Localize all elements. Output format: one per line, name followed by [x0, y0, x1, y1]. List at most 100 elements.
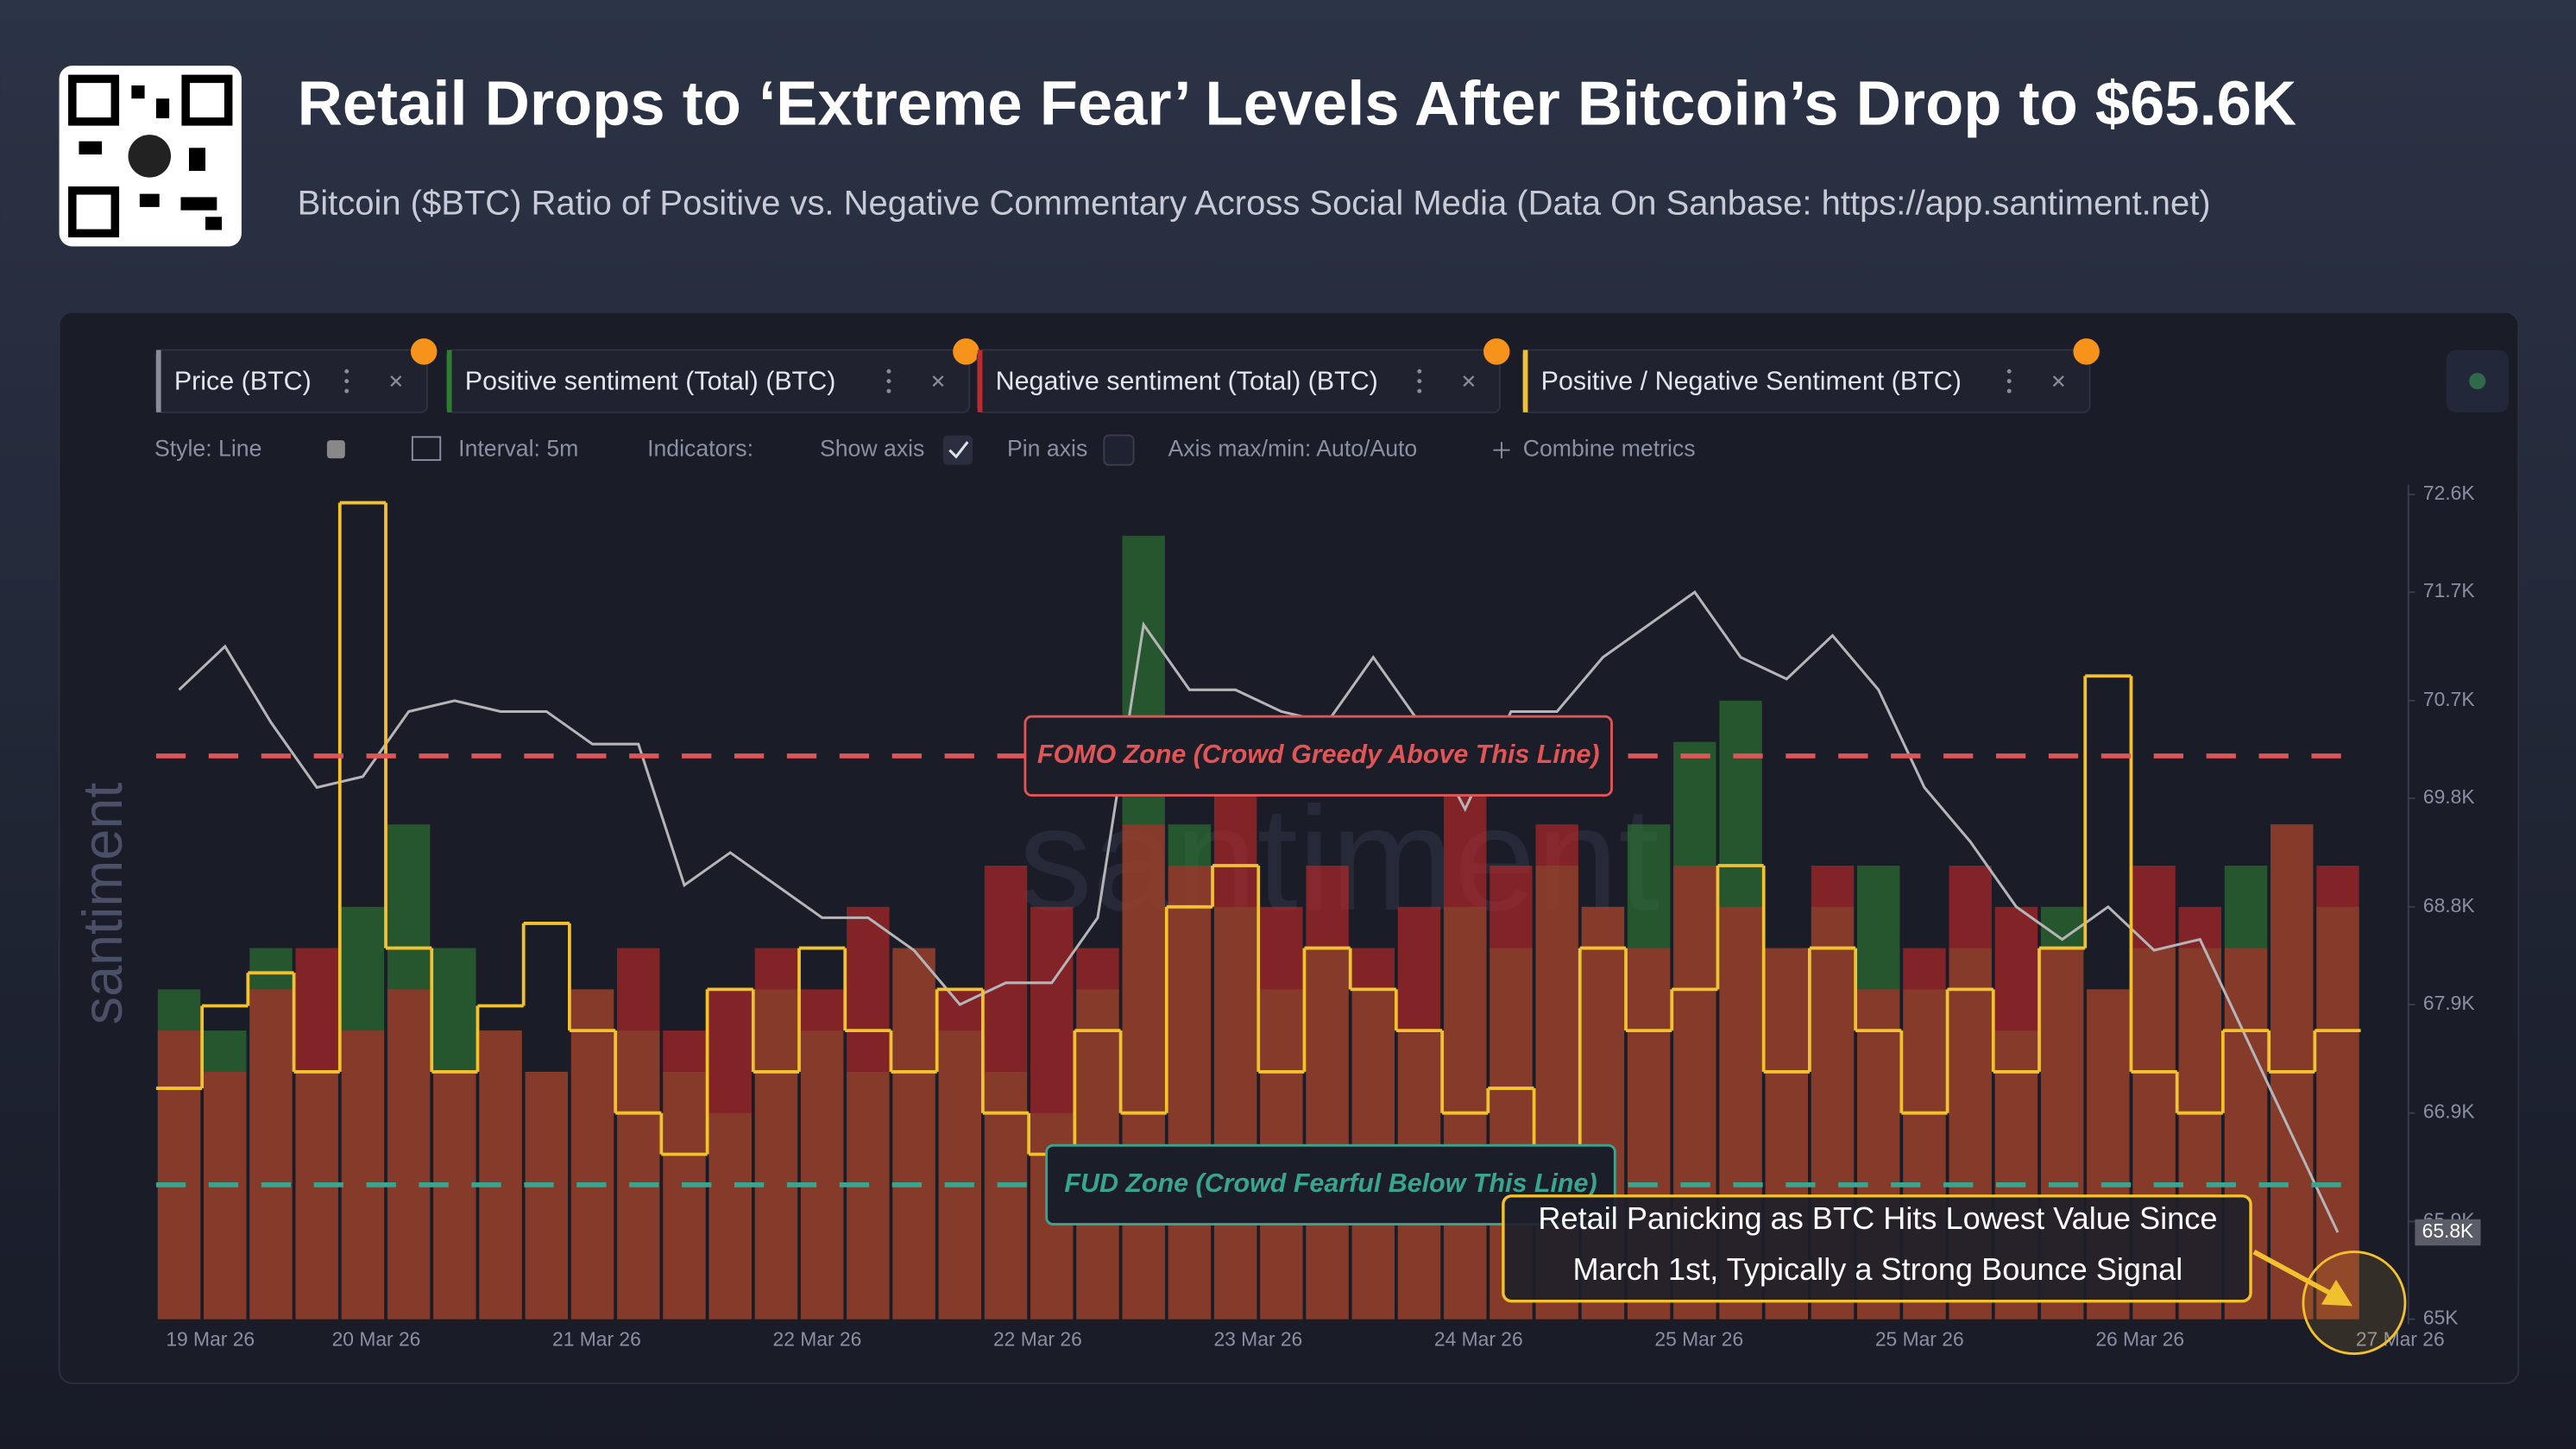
- tab-menu-dot: [2006, 388, 2012, 394]
- tab-label: Negative sentiment (Total) (BTC): [996, 367, 1378, 396]
- qr-dot: [131, 85, 145, 99]
- tab-close[interactable]: [2052, 375, 2064, 387]
- toolbar-item[interactable]: Show axis: [820, 436, 924, 462]
- zone-label: FUD Zone (Crowd Fearful Below This Line): [1064, 1169, 1597, 1198]
- qr-dot: [188, 148, 206, 171]
- current-price-box: [2415, 1219, 2481, 1246]
- qr-logo: [128, 135, 172, 178]
- tab-menu-dot: [1417, 369, 1422, 374]
- x-tick-label: 25 Mar 26: [1654, 1327, 1743, 1350]
- qr-code: [59, 66, 242, 247]
- x-tick-label: 22 Mar 26: [773, 1327, 862, 1350]
- x-tick-label: 21 Mar 26: [552, 1327, 641, 1350]
- tab-accent: [1522, 350, 1528, 413]
- sentiment-bar: [1260, 906, 1303, 1320]
- sentiment-bar: [1351, 948, 1395, 1320]
- toolbar-item[interactable]: Pin axis: [1007, 436, 1087, 462]
- tab-label: Positive sentiment (Total) (BTC): [465, 367, 836, 396]
- tab-close[interactable]: [390, 375, 402, 387]
- x-tick-label: 27 Mar 26: [2356, 1327, 2445, 1350]
- sentiment-bar: [709, 989, 752, 1320]
- sentiment-bar: [341, 1030, 385, 1320]
- sentiment-bar: [1076, 948, 1119, 1320]
- tab-menu-dot: [2006, 369, 2012, 374]
- qr-dot: [79, 141, 103, 154]
- toolbar-item[interactable]: Style: Line: [154, 436, 261, 462]
- x-tick-label: 26 Mar 26: [2095, 1327, 2184, 1350]
- tab-label: Positive / Negative Sentiment (BTC): [1541, 367, 1962, 396]
- toolbar-item[interactable]: Interval: 5m: [458, 436, 578, 462]
- tab-menu-dot: [2006, 379, 2012, 384]
- sentiment-bar: [570, 989, 614, 1320]
- x-tick-label: 22 Mar 26: [993, 1327, 1082, 1350]
- sentiment-bar: [892, 948, 935, 1320]
- sentiment-bar: [847, 906, 890, 1320]
- coin-badge: [410, 338, 438, 365]
- tab-menu-dot: [344, 379, 350, 384]
- toolbar-item[interactable]: Indicators:: [647, 436, 753, 462]
- tab-close[interactable]: [932, 375, 944, 387]
- toolbar-item[interactable]: Axis max/min: Auto/Auto: [1168, 436, 1418, 462]
- color-swatch[interactable]: [326, 440, 345, 459]
- plot: 72.6K71.7K70.7K69.8K68.8K67.9K66.9K65.9K…: [155, 482, 2481, 1356]
- y-tick-label: 67.9K: [2423, 992, 2475, 1014]
- sentiment-bar: [984, 866, 1028, 1320]
- sentiment-bar: [800, 989, 844, 1320]
- qr-dot: [205, 217, 223, 230]
- title: Retail Drops to ‘Extreme Fear’ Levels Af…: [298, 70, 2297, 139]
- zone-label: FOMO Zone (Crowd Greedy Above This Line): [1037, 740, 1600, 769]
- tab-menu-dot: [344, 388, 350, 394]
- tab-label: Price (BTC): [174, 367, 312, 396]
- plus-icon: [1493, 442, 1510, 459]
- sentiment-bar: [433, 1071, 476, 1320]
- callout-arrow: [2252, 1250, 2334, 1297]
- tab-menu-dot: [1417, 388, 1422, 394]
- tab-accent: [446, 350, 452, 413]
- sentiment-bar: [1030, 906, 1074, 1320]
- coin-badge: [953, 338, 979, 365]
- tab-menu-dot: [1417, 379, 1422, 384]
- tab-accent: [155, 350, 161, 413]
- tab-close[interactable]: [1463, 375, 1475, 387]
- sentiment-bar: [387, 989, 431, 1320]
- callout-text: Retail Panicking as BTC Hits Lowest Valu…: [1538, 1200, 2217, 1236]
- coin-badge: [1483, 338, 1510, 365]
- sentiment-bar: [1213, 783, 1257, 1320]
- x-tick-label: 19 Mar 26: [166, 1327, 255, 1350]
- sentiment-bar: [157, 1030, 201, 1320]
- tab-accent: [977, 350, 983, 413]
- y-tick-label: 72.6K: [2423, 482, 2475, 504]
- y-tick-label: 71.7K: [2423, 579, 2475, 602]
- sentiment-bar: [617, 948, 660, 1320]
- sentiment-bar: [1306, 866, 1349, 1320]
- side-watermark: santiment: [71, 783, 134, 1025]
- highlight-circle: [2302, 1251, 2407, 1356]
- interval-icon: [411, 436, 442, 461]
- qr-dot: [155, 98, 170, 119]
- callout-text: March 1st, Typically a Strong Bounce Sig…: [1573, 1251, 2183, 1287]
- sentiment-bar: [479, 1030, 522, 1320]
- y-tick-label: 66.9K: [2423, 1100, 2475, 1123]
- x-tick-label: 24 Mar 26: [1434, 1327, 1523, 1350]
- show-axis-checkbox[interactable]: [942, 435, 973, 465]
- callout-arrowhead: [2321, 1279, 2353, 1307]
- price-line: [178, 590, 2340, 1233]
- pin-axis-checkbox[interactable]: [1103, 434, 1135, 466]
- sentiment-bar: [754, 948, 798, 1320]
- sentiment-bar: [204, 1071, 247, 1320]
- tab-menu-dot: [886, 369, 891, 374]
- sentiment-bar: [1444, 783, 1487, 1320]
- qr-dot: [139, 193, 160, 207]
- zone-label-box: [1023, 715, 1613, 797]
- sentiment-bar: [1122, 824, 1165, 1320]
- tab-menu-dot: [886, 379, 891, 384]
- status-dot: [2469, 373, 2486, 390]
- x-tick-label: 20 Mar 26: [332, 1327, 421, 1350]
- sentiment-bar: [249, 989, 293, 1320]
- toolbar: Style: Line Interval: 5m Indicators: Show a…: [154, 434, 1696, 466]
- coin-badge: [2073, 338, 2100, 365]
- toolbar-item[interactable]: Combine metrics: [1523, 436, 1696, 462]
- tab-menu-dot: [886, 388, 891, 394]
- current-price-label: 65.8K: [2422, 1219, 2474, 1242]
